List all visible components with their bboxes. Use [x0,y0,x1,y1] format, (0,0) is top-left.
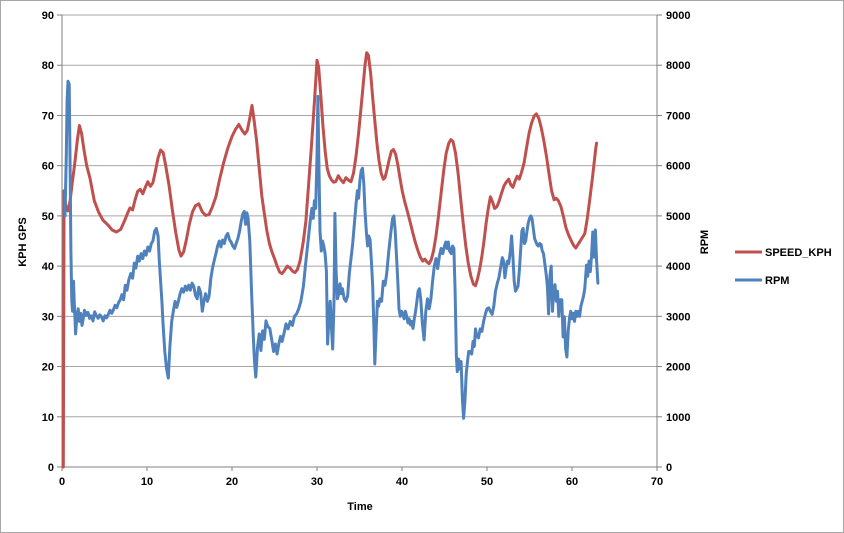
legend-label-speed_kph: SPEED_KPH [765,247,832,259]
series-group [61,51,600,469]
x-tick-label: 40 [396,476,408,488]
y-right-tick-label: 8000 [666,60,690,72]
x-tick-label: 30 [311,476,323,488]
series-line-rpm [63,79,600,420]
y-left-tick-label: 20 [42,362,54,374]
y-left-tick-label: 50 [42,211,54,223]
x-axis-title: Time [347,501,372,513]
legend: SPEED_KPH RPM [735,247,832,287]
x-tick-label: 60 [566,476,578,488]
y-left-tick-label: 10 [42,412,54,424]
x-tick-label: 10 [141,476,153,488]
x-tick-label: 0 [59,476,65,488]
legend-item-rpm: RPM [735,275,789,287]
series-line-speed_kph [61,51,599,469]
y-left-tick-label: 60 [42,161,54,173]
y-left-tick-label: 80 [42,60,54,72]
legend-item-speed_kph: SPEED_KPH [735,247,832,259]
axes-group: 0 10 20 30 40 50 60 70 80 90 0 1000 2000 3000 4000 5000… [42,10,691,488]
y-left-axis-title: KPH GPS [17,217,29,267]
y-right-tick-label: 6000 [666,161,690,173]
y-left-tick-label: 70 [42,110,54,122]
y-right-tick-label: 4000 [666,261,690,273]
y-right-tick-label: 9000 [666,10,690,22]
y-right-tick-label: 7000 [666,110,690,122]
y-left-tick-label: 40 [42,261,54,273]
y-right-axis-title: RPM [699,230,711,254]
axis-labels-group: KPH GPS RPM Time [17,217,711,513]
y-left-tick-label: 0 [48,462,54,474]
y-right-tick-label: 3000 [666,311,690,323]
y-right-tick-label: 2000 [666,362,690,374]
y-left-tick-label: 30 [42,311,54,323]
y-right-tick-label: 1000 [666,412,690,424]
legend-label-rpm: RPM [765,275,789,287]
x-tick-label: 20 [226,476,238,488]
gridlines-group [62,14,657,418]
y-left-tick-label: 90 [42,10,54,22]
x-tick-label: 50 [481,476,493,488]
y-right-tick-label: 5000 [666,211,690,223]
y-right-tick-label: 0 [666,462,672,474]
x-tick-label: 70 [651,476,663,488]
